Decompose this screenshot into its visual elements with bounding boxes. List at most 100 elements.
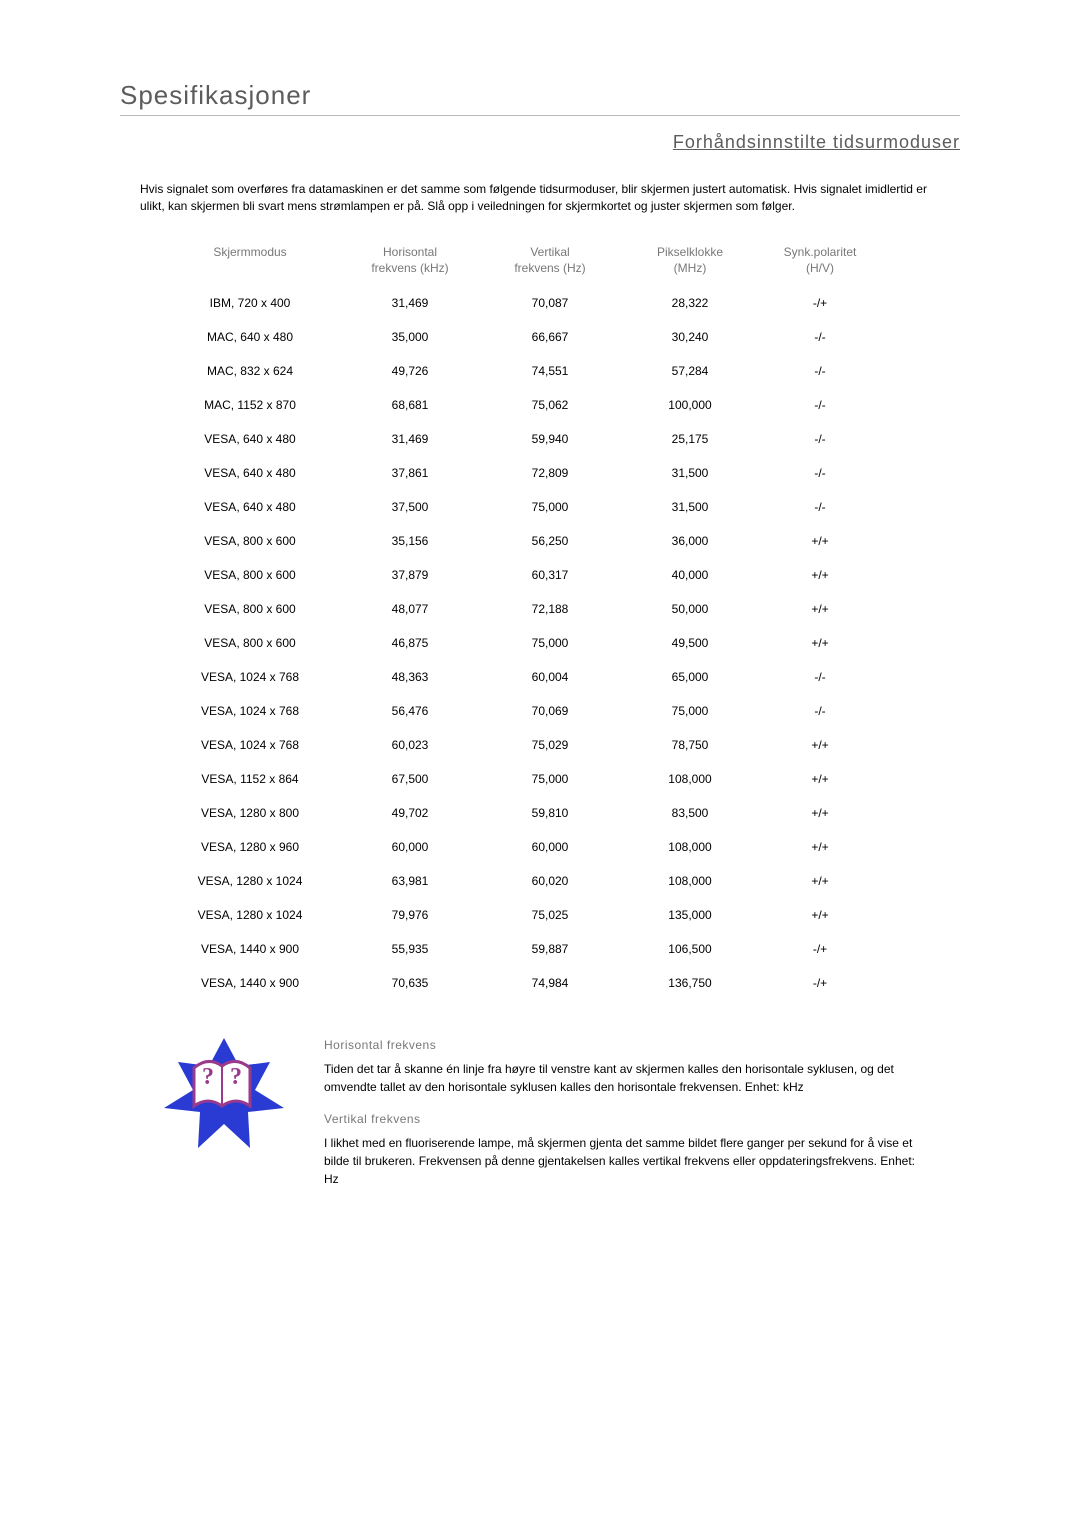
table-cell: +/+	[760, 908, 880, 922]
table-cell: VESA, 1024 x 768	[160, 670, 340, 684]
table-cell: 60,000	[340, 840, 480, 854]
table-cell: VESA, 1280 x 960	[160, 840, 340, 854]
table-cell: +/+	[760, 636, 880, 650]
table-cell: 31,469	[340, 432, 480, 446]
table-cell: +/+	[760, 840, 880, 854]
table-cell: 78,750	[620, 738, 760, 752]
table-cell: 72,188	[480, 602, 620, 616]
table-cell: 70,087	[480, 296, 620, 310]
table-cell: MAC, 1152 x 870	[160, 398, 340, 412]
table-cell: IBM, 720 x 400	[160, 296, 340, 310]
table-cell: 59,887	[480, 942, 620, 956]
table-header: Synk.polaritet(H/V)	[760, 244, 880, 276]
table-cell: +/+	[760, 772, 880, 786]
table-cell: 55,935	[340, 942, 480, 956]
table-header: Skjermmodus	[160, 244, 340, 276]
table-cell: 72,809	[480, 466, 620, 480]
table-cell: 60,004	[480, 670, 620, 684]
table-cell: -/-	[760, 466, 880, 480]
table-cell: VESA, 1152 x 864	[160, 772, 340, 786]
table-cell: VESA, 1440 x 900	[160, 942, 340, 956]
table-cell: 49,726	[340, 364, 480, 378]
table-header: Horisontalfrekvens (kHz)	[340, 244, 480, 276]
vertical-freq-text: I likhet med en fluoriserende lampe, må …	[324, 1134, 920, 1188]
vertical-freq-heading: Vertikal frekvens	[324, 1110, 920, 1128]
table-cell: 75,000	[620, 704, 760, 718]
table-cell: 63,981	[340, 874, 480, 888]
table-cell: -/+	[760, 296, 880, 310]
table-cell: 79,976	[340, 908, 480, 922]
table-cell: VESA, 1440 x 900	[160, 976, 340, 990]
section-subtitle: Forhåndsinnstilte tidsurmoduser	[120, 132, 960, 153]
table-cell: MAC, 640 x 480	[160, 330, 340, 344]
table-cell: 74,984	[480, 976, 620, 990]
table-cell: 59,940	[480, 432, 620, 446]
table-cell: 37,879	[340, 568, 480, 582]
table-cell: 74,551	[480, 364, 620, 378]
table-cell: 100,000	[620, 398, 760, 412]
table-cell: 60,020	[480, 874, 620, 888]
intro-paragraph: Hvis signalet som overføres fra datamask…	[140, 181, 940, 216]
table-cell: -/-	[760, 364, 880, 378]
table-cell: 66,667	[480, 330, 620, 344]
table-cell: 37,861	[340, 466, 480, 480]
timing-table: SkjermmodusHorisontalfrekvens (kHz)Verti…	[160, 244, 920, 990]
table-cell: VESA, 800 x 600	[160, 534, 340, 548]
table-cell: 60,317	[480, 568, 620, 582]
table-cell: 36,000	[620, 534, 760, 548]
table-cell: 108,000	[620, 772, 760, 786]
table-cell: 35,156	[340, 534, 480, 548]
table-cell: VESA, 640 x 480	[160, 500, 340, 514]
horizontal-freq-heading: Horisontal frekvens	[324, 1036, 920, 1054]
table-cell: VESA, 800 x 600	[160, 568, 340, 582]
table-cell: 136,750	[620, 976, 760, 990]
table-cell: 31,500	[620, 466, 760, 480]
table-cell: 50,000	[620, 602, 760, 616]
table-cell: +/+	[760, 602, 880, 616]
table-cell: 60,000	[480, 840, 620, 854]
table-cell: VESA, 1280 x 1024	[160, 908, 340, 922]
table-cell: 75,000	[480, 500, 620, 514]
table-cell: 56,250	[480, 534, 620, 548]
table-cell: 49,702	[340, 806, 480, 820]
table-cell: 59,810	[480, 806, 620, 820]
table-cell: 106,500	[620, 942, 760, 956]
table-cell: -/-	[760, 330, 880, 344]
horizontal-freq-text: Tiden det tar å skanne én linje fra høyr…	[324, 1060, 920, 1096]
table-cell: VESA, 1024 x 768	[160, 738, 340, 752]
table-cell: 70,635	[340, 976, 480, 990]
page-title: Spesifikasjoner	[120, 80, 960, 116]
table-cell: 75,025	[480, 908, 620, 922]
table-cell: 56,476	[340, 704, 480, 718]
table-cell: 25,175	[620, 432, 760, 446]
table-cell: 108,000	[620, 840, 760, 854]
table-cell: 57,284	[620, 364, 760, 378]
table-cell: 35,000	[340, 330, 480, 344]
table-cell: +/+	[760, 534, 880, 548]
table-cell: +/+	[760, 738, 880, 752]
table-cell: VESA, 1280 x 800	[160, 806, 340, 820]
table-cell: 31,500	[620, 500, 760, 514]
table-cell: -/-	[760, 500, 880, 514]
table-cell: 46,875	[340, 636, 480, 650]
table-cell: VESA, 640 x 480	[160, 432, 340, 446]
svg-text:?: ?	[202, 1064, 214, 1090]
table-cell: +/+	[760, 806, 880, 820]
table-cell: 28,322	[620, 296, 760, 310]
table-cell: 30,240	[620, 330, 760, 344]
table-cell: 108,000	[620, 874, 760, 888]
table-cell: 31,469	[340, 296, 480, 310]
table-cell: 75,029	[480, 738, 620, 752]
table-cell: 65,000	[620, 670, 760, 684]
table-header: Pikselklokke(MHz)	[620, 244, 760, 276]
table-cell: 37,500	[340, 500, 480, 514]
explanation-section: ? ? Horisontal frekvens Tiden det tar å …	[160, 1030, 920, 1202]
table-cell: +/+	[760, 568, 880, 582]
table-cell: MAC, 832 x 624	[160, 364, 340, 378]
table-cell: VESA, 800 x 600	[160, 636, 340, 650]
table-cell: -/-	[760, 670, 880, 684]
table-cell: 48,363	[340, 670, 480, 684]
table-cell: 68,681	[340, 398, 480, 412]
table-cell: -/-	[760, 432, 880, 446]
table-cell: -/+	[760, 942, 880, 956]
